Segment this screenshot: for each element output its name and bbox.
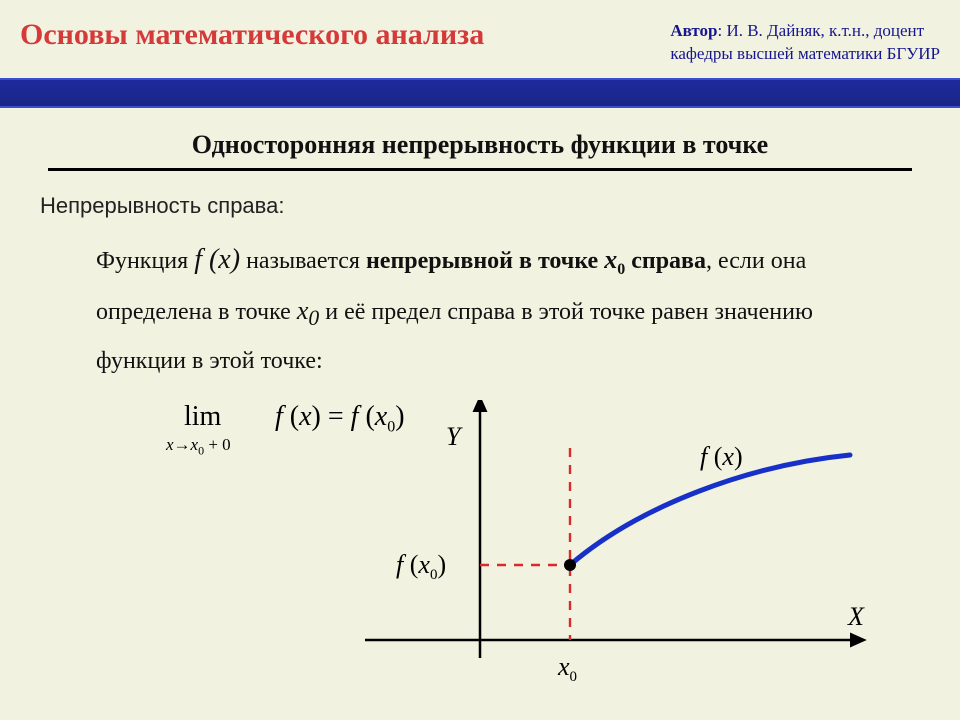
math-fx: f (x) xyxy=(194,244,240,275)
math-x0: x0 xyxy=(297,296,319,325)
author-block: Автор: И. В. Дайняк, к.т.н., доцент кафе… xyxy=(670,18,940,66)
author-label: Автор xyxy=(670,21,717,40)
divider xyxy=(48,168,912,171)
text-fragment: называется xyxy=(246,248,366,274)
axis-label-x: X xyxy=(848,602,864,632)
decorative-bar xyxy=(0,78,960,108)
author-line2: кафедры высшей математики БГУИР xyxy=(670,43,940,66)
author-line1: : И. В. Дайняк, к.т.н., доцент xyxy=(717,21,924,40)
page-title: Основы математического анализа xyxy=(20,18,670,52)
section-title: Односторонняя непрерывность функции в то… xyxy=(0,130,960,160)
axis-label-y: Y xyxy=(446,422,460,452)
subheading: Непрерывность справа: xyxy=(40,193,960,219)
value-label-fx0: f (x0) xyxy=(396,550,446,584)
bold-fragment: справа xyxy=(631,248,706,274)
lim-subscript: x→x0 + 0 xyxy=(166,435,231,458)
definition-paragraph: Функция f (x) называется непрерывной в т… xyxy=(96,233,900,385)
bold-fragment: непрерывной в точке xyxy=(366,248,604,274)
header: Основы математического анализа Автор: И.… xyxy=(0,0,960,78)
lim-symbol: lim xyxy=(184,401,221,433)
graph: Y X f (x) f (x0) x0 xyxy=(350,400,870,700)
math-x0: x0 xyxy=(604,245,625,274)
tick-label-x0: x0 xyxy=(558,652,577,686)
text-fragment: Функция xyxy=(96,248,194,274)
curve-label-fx: f (x) xyxy=(700,442,743,472)
